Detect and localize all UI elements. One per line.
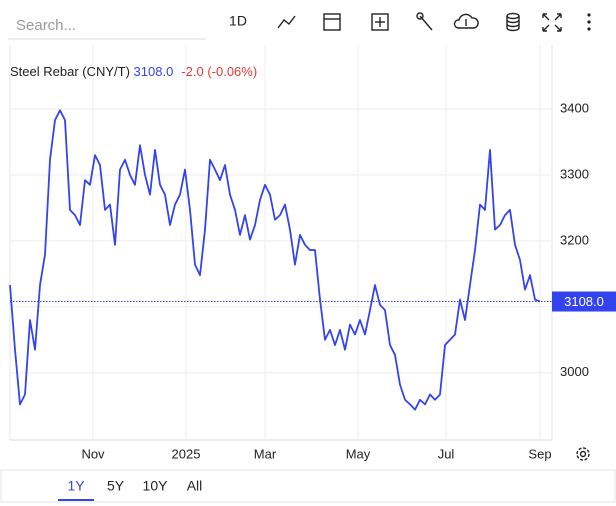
- range-buttons: 1Y 5Y 10Y All: [58, 478, 203, 501]
- tools-icon[interactable]: [416, 12, 433, 31]
- range-button[interactable]: 5Y: [107, 478, 125, 494]
- legend: Steel Rebar (CNY/T) 3108.0 -2.0 (-0.06%): [10, 64, 257, 79]
- x-tick-label: Nov: [81, 446, 105, 461]
- last-price-label: 3108.0: [564, 294, 604, 309]
- range-button[interactable]: 10Y: [143, 478, 169, 494]
- range-button[interactable]: 1Y: [67, 478, 85, 494]
- x-tick-label: Mar: [254, 446, 277, 461]
- legend-price: 3108.0: [134, 64, 174, 79]
- range-button[interactable]: All: [187, 478, 203, 494]
- y-tick-label: 3200: [560, 232, 589, 247]
- chart-type-icon[interactable]: [277, 15, 296, 29]
- search-placeholder: Search...: [16, 17, 76, 34]
- more-icon[interactable]: [587, 13, 591, 31]
- legend-change: -2.0 (-0.06%): [181, 64, 257, 79]
- add-icon[interactable]: [371, 13, 389, 31]
- range-bar: [0, 469, 616, 503]
- last-price-box: [552, 291, 616, 312]
- plot: 300031003200330034003108.0: [9, 45, 616, 440]
- fullscreen-icon[interactable]: [542, 13, 562, 32]
- x-tick-label: Sep: [528, 446, 551, 461]
- calendar-icon[interactable]: [323, 13, 341, 31]
- price-line: [9, 109, 541, 411]
- y-tick-label: 3000: [560, 364, 589, 379]
- data-icon[interactable]: [506, 12, 520, 32]
- y-tick-label: 3400: [560, 100, 589, 115]
- toolbar: Search... 1D: [8, 10, 591, 40]
- search-box[interactable]: [8, 10, 206, 40]
- x-tick-label: May: [346, 446, 371, 461]
- y-tick-label: 3300: [560, 166, 589, 181]
- x-tick-label: Jul: [438, 446, 455, 461]
- x-tick-labels: Nov 2025 Mar May Jul Sep: [81, 446, 551, 461]
- interval-button[interactable]: 1D: [229, 13, 247, 29]
- settings-icon[interactable]: [576, 447, 590, 461]
- legend-name: Steel Rebar (CNY/T): [10, 64, 130, 79]
- x-tick-label: 2025: [172, 446, 201, 461]
- download-icon[interactable]: [453, 13, 479, 29]
